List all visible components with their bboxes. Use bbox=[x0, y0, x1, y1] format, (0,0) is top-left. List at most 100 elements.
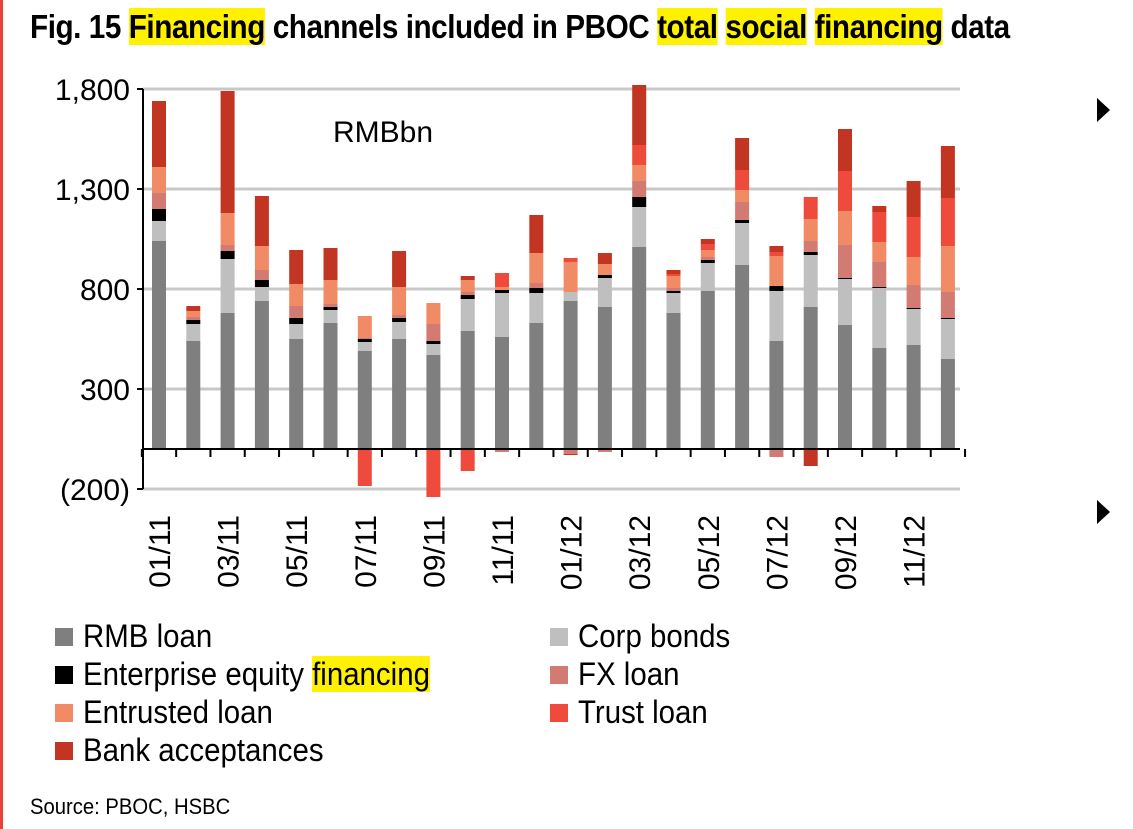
unit-annotation: RMBbn bbox=[333, 116, 433, 149]
bar-segment-corp-bonds bbox=[152, 221, 166, 241]
legend-item-enterprise-equity: Enterprise equity financing bbox=[55, 656, 460, 693]
legend-label: FX loan bbox=[578, 656, 680, 692]
bar-segment-fx-loan bbox=[563, 449, 578, 454]
bar-segment-corp-bonds bbox=[838, 279, 852, 325]
y-tick-label: 1,300 bbox=[55, 174, 130, 207]
bar-segment-rmb-loan bbox=[597, 307, 612, 449]
bar-segment-entrusted-loan bbox=[632, 165, 647, 181]
title-word-social: social bbox=[725, 8, 807, 45]
x-tick-label: 09/11 bbox=[418, 515, 451, 588]
legend-swatch bbox=[55, 627, 73, 646]
bar-segment-enterprise-equity-financing bbox=[323, 307, 338, 310]
bar-segment-trust-loan bbox=[563, 258, 578, 262]
bar-segment-bank-acceptances bbox=[666, 270, 681, 274]
bar-segment-entrusted-loan bbox=[838, 211, 852, 245]
bar-segment-bank-acceptances bbox=[838, 129, 852, 171]
bar-segment-fx-loan bbox=[357, 338, 372, 339]
bar-segment-fx-loan bbox=[597, 449, 612, 452]
legend-item-trust-loan: Trust loan bbox=[550, 694, 719, 731]
bar-segment-fx-loan bbox=[495, 449, 509, 452]
bar-segment-rmb-loan bbox=[254, 301, 269, 449]
bar-segment-bank-acceptances bbox=[597, 253, 612, 264]
bar-segment-corp-bonds bbox=[289, 324, 304, 339]
bar-segment-rmb-loan bbox=[666, 313, 681, 449]
bar-segment-entrusted-loan bbox=[152, 167, 166, 193]
legend-item-fx-loan: FX loan bbox=[550, 656, 688, 693]
bar-segment-entrusted-loan bbox=[563, 262, 578, 292]
bar-segment-rmb-loan bbox=[700, 291, 715, 449]
bar-segment-corp-bonds bbox=[529, 293, 544, 323]
bar-segment-enterprise-equity-financing bbox=[254, 280, 269, 287]
left-border bbox=[0, 0, 3, 829]
bar-segment-rmb-loan bbox=[495, 337, 509, 449]
bar-segment-bank-acceptances bbox=[323, 248, 338, 280]
bar-segment-bank-acceptances bbox=[700, 239, 715, 244]
bar-segment-rmb-loan bbox=[392, 339, 407, 449]
y-tick-label: 1,800 bbox=[55, 74, 130, 107]
bar-segment-fx-loan bbox=[392, 315, 407, 318]
bar-segment-rmb-loan bbox=[152, 241, 166, 449]
grid-layer bbox=[143, 87, 960, 491]
x-tick-label: 11/11 bbox=[487, 515, 520, 586]
bar-segment-enterprise-equity-financing bbox=[392, 318, 407, 322]
bar-segment-enterprise-equity-financing bbox=[940, 318, 955, 319]
bar-segment-entrusted-loan bbox=[906, 257, 921, 285]
bar-segment-trust-loan bbox=[940, 198, 955, 246]
bar-segment-enterprise-equity-financing bbox=[289, 318, 304, 324]
bar-segment-bank-acceptances bbox=[186, 306, 201, 311]
bar-segment-enterprise-equity-financing bbox=[666, 291, 681, 293]
bar-segment-fx-loan bbox=[186, 317, 201, 320]
bar-segment-rmb-loan bbox=[803, 307, 818, 449]
bar-segment-entrusted-loan bbox=[323, 280, 338, 304]
bar-segment-enterprise-equity-financing bbox=[597, 275, 612, 278]
bar-segment-entrusted-loan bbox=[220, 213, 235, 245]
bar-segment-entrusted-loan bbox=[872, 242, 887, 262]
bar-segment-bank-acceptances bbox=[152, 101, 166, 167]
bar-segment-fx-loan bbox=[289, 306, 304, 318]
bar-segment-bank-acceptances bbox=[803, 449, 818, 466]
x-tick-label: 01/12 bbox=[556, 515, 589, 590]
legend-label: Bank acceptances bbox=[83, 732, 324, 768]
bar-segment-fx-loan bbox=[872, 262, 887, 287]
y-tick-label: (200) bbox=[60, 474, 130, 507]
bar-segment-bank-acceptances bbox=[563, 454, 578, 455]
bar-segment-entrusted-loan bbox=[186, 311, 201, 317]
bar-segment-entrusted-loan bbox=[803, 219, 818, 241]
chart-title: Fig. 15 Financing channels included in P… bbox=[30, 8, 1010, 46]
legend-label: RMB loan bbox=[83, 618, 213, 654]
bar-segment-bank-acceptances bbox=[392, 251, 407, 287]
bar-segment-trust-loan bbox=[700, 244, 715, 250]
bar-segment-trust-loan bbox=[803, 197, 818, 219]
bar-segment-fx-loan bbox=[220, 245, 235, 251]
title-prefix: Fig. 15 bbox=[30, 8, 129, 45]
bar-segment-corp-bonds bbox=[357, 342, 372, 351]
bar-segment-entrusted-loan bbox=[597, 264, 612, 275]
legend-item-corp-bonds: Corp bonds bbox=[550, 618, 743, 655]
bar-segment-corp-bonds bbox=[186, 324, 201, 341]
bar-segment-trust-loan bbox=[735, 170, 750, 190]
bar-segment-rmb-loan bbox=[632, 247, 647, 449]
bar-segment-corp-bonds bbox=[495, 293, 509, 337]
nav-arrow-icon bbox=[1097, 98, 1110, 122]
bar-segment-bank-acceptances bbox=[769, 246, 784, 252]
bar-segment-enterprise-equity-financing bbox=[357, 339, 372, 342]
bar-segment-rmb-loan bbox=[220, 313, 235, 449]
bar-segment-corp-bonds bbox=[872, 288, 887, 348]
bar-segment-fx-loan bbox=[700, 257, 715, 260]
bar-segment-bank-acceptances bbox=[254, 196, 269, 246]
bar-segment-trust-loan bbox=[906, 217, 921, 257]
legend-label: Entrusted loan bbox=[83, 694, 273, 730]
bar-segment-rmb-loan bbox=[460, 331, 475, 449]
legend-swatch bbox=[550, 627, 568, 646]
x-tick-label: 03/12 bbox=[624, 515, 657, 590]
title-word-financing-2: financing bbox=[814, 8, 943, 45]
bar-segment-entrusted-loan bbox=[460, 280, 475, 292]
bar-segment-enterprise-equity-financing bbox=[872, 287, 887, 288]
bar-segment-bank-acceptances bbox=[529, 215, 544, 253]
bar-segment-corp-bonds bbox=[906, 309, 921, 345]
bar-segment-trust-loan bbox=[426, 449, 441, 497]
legend-swatch bbox=[55, 741, 73, 760]
bar-segment-entrusted-loan bbox=[529, 253, 544, 283]
bar-segment-trust-loan bbox=[357, 449, 372, 486]
bar-segment-enterprise-equity-financing bbox=[495, 290, 509, 293]
